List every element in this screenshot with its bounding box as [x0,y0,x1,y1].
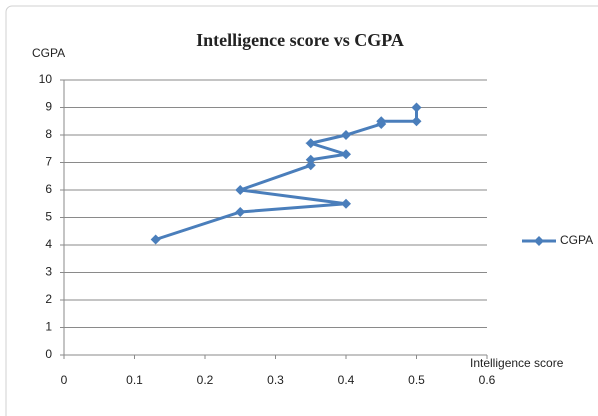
marker [376,116,387,127]
marker [341,130,351,140]
marker [305,160,316,171]
y-tick-label: 9 [45,100,52,114]
y-tick-label: 2 [45,292,52,306]
x-axis-label: Intelligence score [470,356,564,370]
y-tick-label: 3 [45,265,52,279]
legend-label: CGPA [560,233,593,247]
legend-marker [534,236,544,246]
marker [235,185,246,195]
y-tick-label: 8 [45,127,52,141]
marker [150,234,161,245]
y-tick-label: 6 [45,182,52,196]
x-tick-label: 0.1 [126,373,143,387]
chart-frame [5,5,598,416]
y-tick-label: 7 [45,155,52,169]
chart-title: Intelligence score vs CGPA [196,30,404,50]
y-tick-label: 10 [39,72,53,86]
marker [305,138,316,149]
y-tick-label: 0 [45,347,52,361]
y-axis-label: CGPA [32,46,65,60]
marker [305,154,316,165]
marker [411,116,422,127]
x-tick-label: 0.3 [267,373,284,387]
x-tick-label: 0.5 [408,373,425,387]
marker [235,207,246,217]
y-tick-label: 1 [45,320,52,334]
y-tick-label: 5 [45,210,52,224]
marker [341,149,351,160]
y-tick-label: 4 [45,237,52,251]
marker [411,102,422,113]
x-tick-label: 0 [61,373,68,387]
x-tick-label: 0.6 [479,373,496,387]
x-tick-label: 0.2 [197,373,214,387]
x-tick-label: 0.4 [338,373,355,387]
marker [341,198,351,209]
